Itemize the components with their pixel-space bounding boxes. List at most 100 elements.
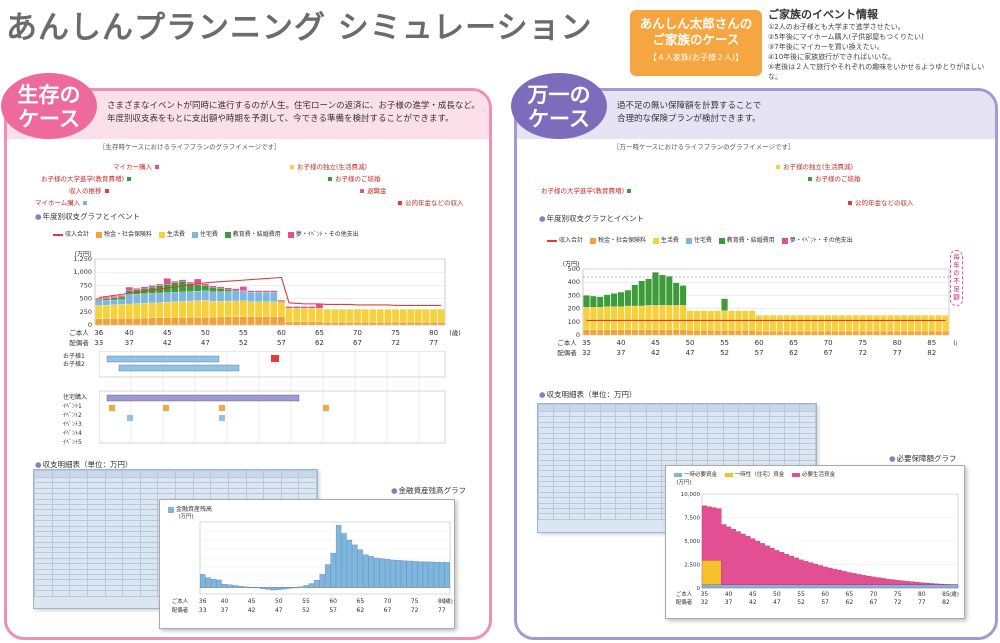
bar	[232, 288, 240, 291]
x2-tick-label: 67	[870, 599, 878, 606]
legend-label: 一時性（住宅）資金	[734, 472, 785, 478]
y-tick-label: 100	[568, 318, 580, 326]
table-header-cell	[298, 470, 317, 478]
bar	[437, 309, 445, 323]
bar	[873, 330, 880, 336]
x-tick-label: 70	[870, 591, 878, 598]
bar	[873, 315, 880, 332]
x-tick-label: 60	[821, 591, 829, 598]
bar	[414, 322, 422, 326]
bar	[148, 317, 156, 326]
event-label-text: お子様の大学進学(教育費増)	[541, 187, 625, 195]
bar	[659, 329, 666, 336]
bar	[776, 330, 784, 336]
bar	[163, 278, 171, 285]
x2-tick-label: 47	[686, 349, 695, 357]
bar	[352, 544, 358, 588]
bar	[376, 309, 384, 323]
bar	[194, 291, 202, 301]
event-info-item: ④10年後に家族旅行ができればいいな。	[768, 53, 896, 61]
table-row	[34, 482, 317, 489]
bar	[209, 301, 217, 318]
x-tick-label: 45	[749, 591, 757, 598]
area-lumpsum	[701, 584, 959, 589]
bar	[163, 292, 171, 303]
bar	[186, 291, 194, 302]
x-tick-label: 65	[789, 339, 798, 347]
bar	[216, 288, 225, 292]
bar	[270, 292, 278, 302]
event-marker	[807, 176, 813, 182]
x-tick-label: 60	[755, 339, 764, 347]
bar	[597, 296, 604, 308]
legend-swatch	[724, 472, 733, 477]
x2-tick-label: 67	[353, 339, 362, 347]
bar	[395, 560, 402, 588]
bar	[666, 329, 673, 336]
bar	[721, 298, 728, 311]
legend-item: 住宅費	[685, 237, 712, 244]
bar	[148, 293, 156, 303]
event-info-item: ①2人のお子様とも大学まで進学させたい。	[768, 23, 905, 31]
bar	[384, 309, 392, 323]
bar	[95, 305, 103, 319]
bar	[363, 554, 369, 588]
bar	[652, 305, 659, 330]
bar	[369, 322, 377, 326]
timeline-bar-child1	[106, 355, 220, 363]
survival-case-badge: 生存の ケース	[1, 73, 97, 139]
event-label-text: お子様の大学進学(教育費増)	[41, 175, 125, 183]
x-tick-label: 85	[927, 339, 936, 347]
bar	[379, 558, 385, 588]
x2-tick-label: 47	[201, 339, 210, 347]
bar	[270, 587, 277, 591]
legend-item: 収入合計	[53, 231, 89, 238]
event-info-title: ご家族のイベント情報	[768, 8, 878, 21]
x2-tick-label: 62	[846, 599, 854, 606]
bar	[125, 318, 133, 326]
x2-axis-label: 配偶者	[69, 338, 89, 347]
legend-swatch	[792, 472, 801, 477]
case-box-line3: 【４人家族(お子様２人)】	[648, 53, 744, 62]
x2-tick-label: 37	[617, 349, 626, 357]
bar	[776, 315, 784, 332]
table-header-cell	[86, 470, 106, 478]
bar	[254, 301, 263, 317]
x-tick-label: 55	[239, 329, 248, 337]
y-axis-unit: (万円)	[676, 479, 691, 486]
bar	[804, 315, 811, 332]
bar	[140, 317, 149, 326]
bar	[95, 297, 103, 300]
timeline-bar-housing	[106, 394, 300, 402]
legend-item: 税金・社会保険料	[589, 237, 646, 244]
bar	[433, 561, 440, 588]
bar	[125, 286, 133, 291]
bar	[942, 315, 949, 332]
timeline-label: ｲﾍﾞﾝﾄ2	[63, 412, 82, 419]
bar	[331, 309, 339, 323]
bar	[221, 584, 228, 588]
bar	[645, 329, 652, 336]
x-axis-label: ご本人	[172, 597, 189, 605]
bar	[624, 305, 632, 330]
table-cell	[630, 513, 647, 520]
table-header-cell	[753, 404, 770, 412]
table-cell	[568, 513, 586, 520]
x2-tick-label: 72	[894, 599, 902, 606]
bar	[239, 300, 247, 317]
bar	[224, 287, 232, 290]
bar	[638, 280, 645, 307]
x2-tick-label: 77	[918, 599, 926, 606]
bar	[270, 316, 278, 326]
x-tick-label: 80	[429, 329, 438, 337]
x-tick-label: 36	[94, 329, 103, 337]
event-info-item: ③7年後にマイカーを買い換えたい。	[768, 43, 884, 51]
bar	[831, 315, 839, 332]
legend-label: 一時必要資金	[684, 472, 718, 478]
emergency-case-description: 過不足の無い保障額を計算することで 合理的な保険プランが検討できます。	[617, 100, 761, 126]
bar	[401, 560, 407, 588]
bar	[666, 305, 673, 330]
table-header-cell	[676, 404, 693, 412]
legend-label: 金融資産残高	[176, 506, 213, 513]
event-marker	[103, 188, 110, 194]
